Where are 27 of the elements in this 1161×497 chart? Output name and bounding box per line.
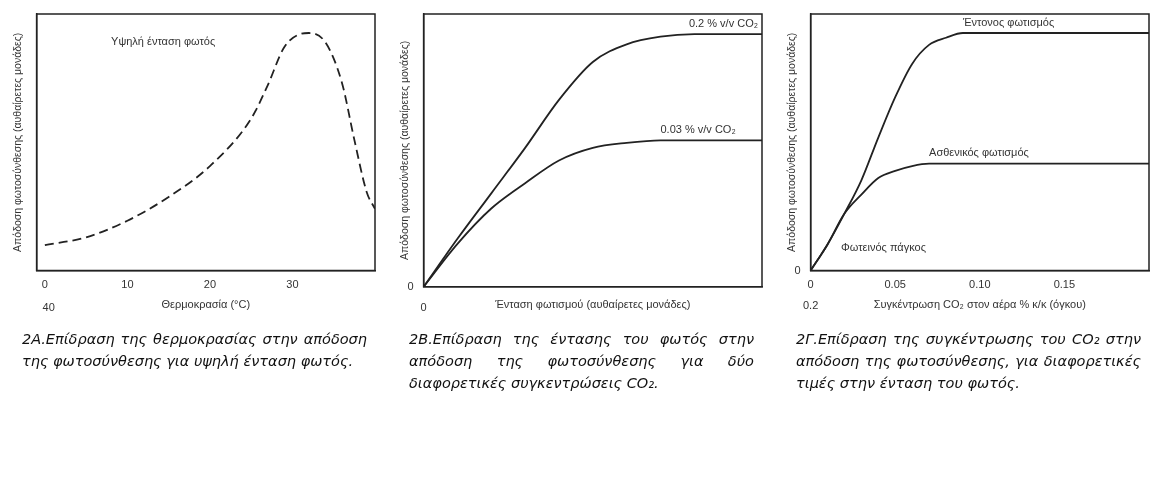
- text: 2Α.Επίδραση της θερμοκρασίας στην απόδοση της φωτοσύνθεσης για υψηλή ένταση φωτός.: [22, 330, 367, 371]
- text: 0: [794, 263, 801, 276]
- text: 2Β.Επίδραση της έντασης του φωτός στην απόδοση της φωτοσύνθεσης για δύο διαφορετικές συγκεντρώσεις CO₂.: [409, 330, 754, 393]
- y-axis-title: Απόδοση φωτοσύνθεσης (αυθαίρετες μονάδες): [785, 32, 798, 252]
- series-label: Έντονος φωτισμός: [961, 15, 1055, 28]
- x-axis-title: Ένταση φωτισμού (αυθαίρετες μονάδες): [494, 298, 691, 311]
- text: 0: [420, 301, 427, 314]
- x-tick-label: 0: [807, 278, 814, 291]
- series-label: Ασθενικός φωτισμός: [929, 146, 1029, 159]
- text: 2Γ.Επίδραση της συγκέντρωσης του CO₂ στην απόδοση της φωτοσύνθεσης, για διαφορετικές τιμές στην ένταση του φωτός.: [796, 330, 1141, 393]
- text: 0.2: [802, 299, 819, 312]
- series-label: 0.03 % v/v CO₂: [660, 122, 736, 135]
- y-axis-title: Απόδοση φωτοσύνθεσης (αυθαίρετες μονάδες): [398, 40, 411, 261]
- y-axis-title: Απόδοση φωτοσύνθεσης (αυθαίρετες μονάδες): [11, 32, 24, 252]
- x-tick-label: 0.10: [969, 278, 991, 291]
- x-tick-label: 0.05: [884, 278, 906, 291]
- series-label: 0.2 % v/v CO₂: [688, 16, 759, 29]
- x-tick-label: 20: [203, 278, 217, 291]
- annotation: Υψηλή ένταση φωτός: [111, 34, 216, 47]
- text: 40: [42, 301, 55, 314]
- x-tick-label: 30: [286, 278, 299, 291]
- annotation: Φωτεινός πάγκος: [841, 241, 927, 254]
- x-tick-label: 0.15: [1053, 278, 1076, 291]
- x-axis-title: Συγκέντρωση CO₂ στον αέρα % κ/κ (όγκου): [873, 298, 1086, 311]
- x-tick-label: 0: [41, 278, 48, 291]
- x-tick-label: 10: [121, 278, 134, 291]
- x-axis-title: Θερμοκρασία (°C): [161, 298, 251, 311]
